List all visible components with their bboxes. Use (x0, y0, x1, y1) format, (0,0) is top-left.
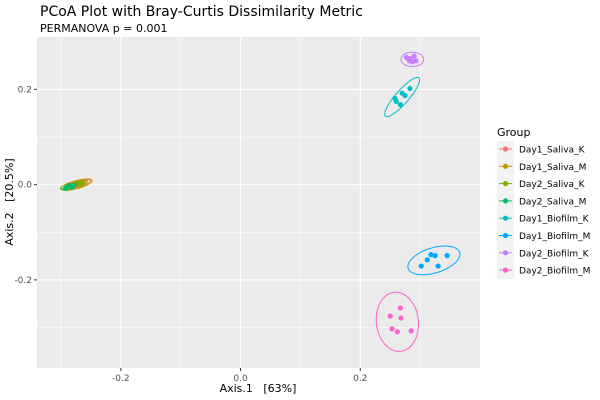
data-point (408, 328, 414, 334)
data-point (69, 184, 75, 190)
confidence-ellipse (375, 291, 419, 352)
legend-label: Day2_Saliva_M (519, 197, 586, 207)
x-tick-label: 0.0 (233, 374, 248, 384)
data-point (444, 253, 450, 259)
legend-label: Day2_Biofilm_K (519, 249, 590, 259)
legend-label: Day1_Biofilm_K (519, 215, 590, 225)
legend-point (502, 181, 509, 187)
data-point (389, 326, 395, 332)
confidence-ellipse (400, 51, 425, 67)
x-axis-label: Axis.1 [63%] (220, 382, 297, 395)
legend-point (502, 146, 509, 152)
legend: Day1_Saliva_K Day1_Saliva_M Day2_Saliva_K D… (497, 141, 590, 280)
chart-title: PCoA Plot with Bray-Curtis Dissimilarity… (40, 4, 363, 20)
legend-label: Day1_Saliva_K (519, 146, 586, 156)
data-point (402, 92, 408, 99)
legend-point (502, 163, 509, 169)
x-tick-label: -0.2 (112, 374, 130, 384)
data-point (428, 252, 434, 258)
chart-subtitle: PERMANOVA p = 0.001 (40, 22, 167, 35)
axis-ticks: -0.2 0.0 0.2 0.2 0.0 -0.2 (14, 85, 367, 384)
data-point (63, 185, 69, 192)
confidence-ellipse (384, 76, 421, 118)
confidence-ellipse (407, 245, 461, 276)
y-tick-label: -0.2 (14, 276, 32, 286)
legend-point (502, 215, 509, 221)
legend-point (502, 250, 509, 256)
data-point (397, 305, 403, 311)
legend-point (502, 267, 509, 273)
y-tick-label: 0.2 (18, 85, 32, 95)
data-point (387, 313, 393, 319)
data-point (407, 85, 413, 92)
data-point (418, 263, 424, 269)
data-point (397, 102, 403, 108)
data-point (435, 263, 441, 269)
data-point (78, 181, 84, 187)
data-point (406, 58, 412, 64)
x-tick-label: 0.2 (353, 374, 367, 384)
data-point (394, 329, 400, 335)
grid (37, 37, 480, 368)
legend-point (502, 198, 509, 204)
data-point (398, 315, 404, 321)
data-point (393, 98, 399, 104)
y-axis-label: Axis.2 [20.5%] (3, 158, 16, 245)
plot-panel (37, 37, 480, 368)
data-point (411, 53, 417, 59)
legend-label: Day1_Saliva_M (519, 163, 586, 173)
legend-point (502, 232, 509, 239)
data-point (424, 257, 430, 263)
legend-label: Day2_Saliva_K (519, 180, 586, 190)
points (63, 53, 450, 335)
legend-label: Day1_Biofilm_M (519, 232, 590, 242)
y-tick-label: 0.0 (18, 181, 33, 191)
legend-title: Group (497, 126, 531, 139)
ellipses (59, 51, 461, 352)
legend-label: Day2_Biofilm_M (519, 267, 590, 277)
data-point (432, 253, 438, 259)
